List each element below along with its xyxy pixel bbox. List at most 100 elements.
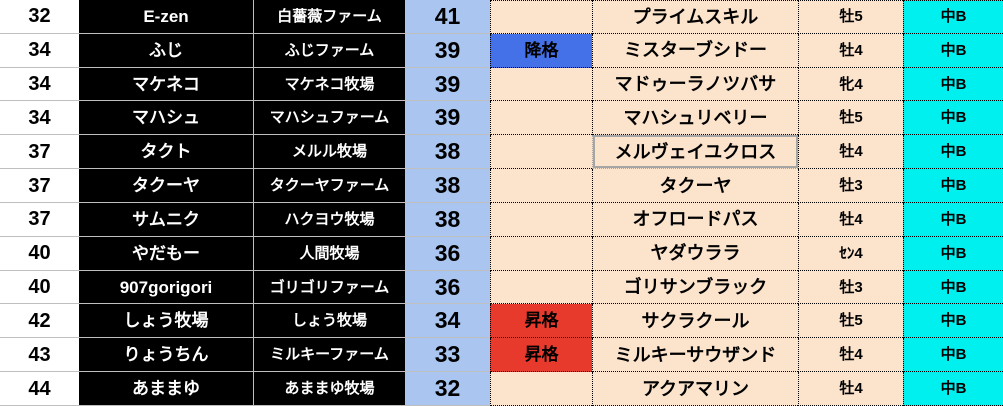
cell-status-badge[interactable]: [490, 67, 592, 102]
cell-horse-rank[interactable]: 36: [405, 270, 490, 305]
cell-grade-badge[interactable]: 中B: [903, 67, 1003, 102]
cell-status-badge[interactable]: 昇格: [490, 338, 592, 373]
cell-farm-name[interactable]: マハシュファーム: [254, 101, 405, 136]
cell-horse-rank[interactable]: 41: [405, 0, 490, 34]
cell-grade-badge[interactable]: 中B: [903, 236, 1003, 271]
cell-horse-rank[interactable]: 38: [405, 135, 490, 170]
cell-horse-name[interactable]: マドゥーラノツバサ: [592, 67, 798, 102]
cell-owner-name[interactable]: マケネコ: [79, 67, 254, 102]
cell-status-badge[interactable]: [490, 101, 592, 136]
cell-owner-rank[interactable]: 40: [0, 270, 79, 305]
cell-sex-age[interactable]: 牡4: [798, 202, 903, 237]
cell-sex-age[interactable]: 牡4: [798, 33, 903, 68]
cell-owner-name[interactable]: サムニク: [79, 202, 254, 237]
cell-grade-badge[interactable]: 中B: [903, 169, 1003, 203]
cell-horse-name[interactable]: ヤダウララ: [592, 236, 798, 271]
cell-horse-name[interactable]: タクーヤ: [592, 169, 798, 203]
cell-farm-name[interactable]: あままゆ牧場: [254, 372, 405, 406]
cell-horse-rank[interactable]: 36: [405, 236, 490, 271]
cell-horse-name[interactable]: サクラクール: [592, 304, 798, 339]
cell-horse-name[interactable]: ミルキーサウザンド: [592, 338, 798, 373]
cell-farm-name[interactable]: 人間牧場: [254, 236, 405, 271]
cell-status-badge[interactable]: [490, 0, 592, 34]
cell-owner-rank[interactable]: 44: [0, 372, 79, 406]
cell-owner-rank[interactable]: 37: [0, 169, 79, 203]
cell-grade-badge[interactable]: 中B: [903, 372, 1003, 406]
cell-sex-age[interactable]: 牡4: [798, 338, 903, 373]
cell-horse-name[interactable]: アクアマリン: [592, 372, 798, 406]
cell-farm-name[interactable]: ハクヨウ牧場: [254, 202, 405, 237]
table-row: 32 E-zen 白薔薇ファーム 41 プライムスキル 牡5 中B: [0, 0, 1003, 34]
cell-owner-rank[interactable]: 32: [0, 0, 79, 34]
cell-horse-rank[interactable]: 38: [405, 169, 490, 203]
cell-farm-name[interactable]: マケネコ牧場: [254, 67, 405, 102]
cell-sex-age[interactable]: 牡5: [798, 101, 903, 136]
cell-status-badge[interactable]: [490, 135, 592, 170]
cell-owner-name[interactable]: ふじ: [79, 33, 254, 68]
cell-grade-badge[interactable]: 中B: [903, 0, 1003, 34]
cell-owner-name[interactable]: りょうちん: [79, 338, 254, 373]
cell-horse-name[interactable]: マハシュリベリー: [592, 101, 798, 136]
cell-owner-rank[interactable]: 42: [0, 304, 79, 339]
table-row: 42 しょう牧場 しょう牧場 34 昇格 サクラクール 牡5 中B: [0, 304, 1003, 339]
cell-farm-name[interactable]: しょう牧場: [254, 304, 405, 339]
cell-grade-badge[interactable]: 中B: [903, 338, 1003, 373]
cell-owner-rank[interactable]: 34: [0, 67, 79, 102]
cell-horse-rank[interactable]: 39: [405, 101, 490, 136]
cell-horse-rank[interactable]: 33: [405, 338, 490, 373]
cell-horse-name[interactable]: メルヴェイユクロス: [592, 135, 798, 170]
cell-horse-rank[interactable]: 32: [405, 372, 490, 406]
cell-owner-name[interactable]: あままゆ: [79, 372, 254, 406]
cell-grade-badge[interactable]: 中B: [903, 304, 1003, 339]
cell-farm-name[interactable]: ミルキーファーム: [254, 338, 405, 373]
cell-status-badge[interactable]: [490, 169, 592, 203]
cell-sex-age[interactable]: 牡5: [798, 0, 903, 34]
cell-grade-badge[interactable]: 中B: [903, 202, 1003, 237]
cell-horse-name[interactable]: オフロードパス: [592, 202, 798, 237]
cell-owner-name[interactable]: 907gorigori: [79, 270, 254, 305]
cell-horse-rank[interactable]: 39: [405, 67, 490, 102]
cell-horse-rank[interactable]: 39: [405, 33, 490, 68]
cell-owner-name[interactable]: マハシュ: [79, 101, 254, 136]
cell-status-badge[interactable]: [490, 270, 592, 305]
cell-owner-rank[interactable]: 34: [0, 101, 79, 136]
cell-owner-rank[interactable]: 40: [0, 236, 79, 271]
cell-grade-badge[interactable]: 中B: [903, 135, 1003, 170]
cell-owner-rank[interactable]: 37: [0, 135, 79, 170]
cell-farm-name[interactable]: ゴリゴリファーム: [254, 270, 405, 305]
cell-sex-age[interactable]: 牡4: [798, 135, 903, 170]
cell-owner-name[interactable]: E-zen: [79, 0, 254, 34]
cell-grade-badge[interactable]: 中B: [903, 270, 1003, 305]
cell-grade-badge[interactable]: 中B: [903, 33, 1003, 68]
cell-farm-name[interactable]: タクーヤファーム: [254, 169, 405, 203]
cell-owner-name[interactable]: やだもー: [79, 236, 254, 271]
cell-horse-name[interactable]: ミスターブシドー: [592, 33, 798, 68]
cell-horse-rank[interactable]: 34: [405, 304, 490, 339]
cell-status-badge[interactable]: [490, 202, 592, 237]
cell-sex-age[interactable]: ｾﾝ4: [798, 236, 903, 271]
cell-owner-rank[interactable]: 34: [0, 33, 79, 68]
cell-farm-name[interactable]: ふじファーム: [254, 33, 405, 68]
cell-status-badge[interactable]: 降格: [490, 33, 592, 68]
table-row: 43 りょうちん ミルキーファーム 33 昇格 ミルキーサウザンド 牡4 中B: [0, 338, 1003, 373]
cell-farm-name[interactable]: メルル牧場: [254, 135, 405, 170]
cell-status-badge[interactable]: [490, 236, 592, 271]
cell-horse-rank[interactable]: 38: [405, 202, 490, 237]
cell-owner-name[interactable]: タクト: [79, 135, 254, 170]
cell-sex-age[interactable]: 牡5: [798, 304, 903, 339]
cell-status-badge[interactable]: 昇格: [490, 304, 592, 339]
cell-owner-rank[interactable]: 43: [0, 338, 79, 373]
cell-farm-name[interactable]: 白薔薇ファーム: [254, 0, 405, 34]
cell-horse-name[interactable]: ゴリサンブラック: [592, 270, 798, 305]
cell-sex-age[interactable]: 牡3: [798, 270, 903, 305]
table-row: 40 やだもー 人間牧場 36 ヤダウララ ｾﾝ4 中B: [0, 236, 1003, 271]
cell-horse-name[interactable]: プライムスキル: [592, 0, 798, 34]
cell-owner-rank[interactable]: 37: [0, 202, 79, 237]
cell-owner-name[interactable]: タクーヤ: [79, 169, 254, 203]
cell-sex-age[interactable]: 牡4: [798, 372, 903, 406]
cell-sex-age[interactable]: 牡3: [798, 169, 903, 203]
cell-status-badge[interactable]: [490, 372, 592, 406]
cell-sex-age[interactable]: 牝4: [798, 67, 903, 102]
cell-grade-badge[interactable]: 中B: [903, 101, 1003, 136]
cell-owner-name[interactable]: しょう牧場: [79, 304, 254, 339]
